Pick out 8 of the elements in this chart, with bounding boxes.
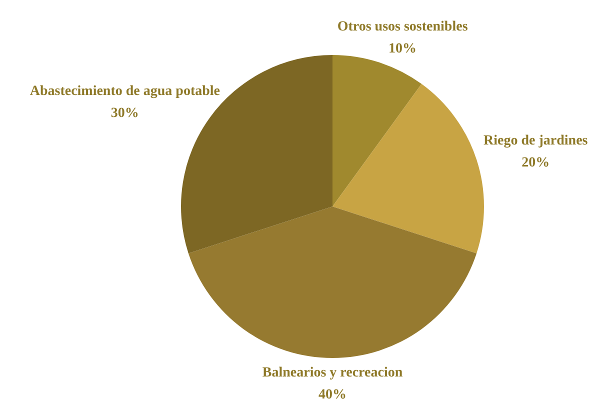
data-label: 30% bbox=[110, 106, 139, 121]
data-label: 40% bbox=[318, 388, 346, 403]
slice-label: Riego de jardines bbox=[484, 133, 588, 148]
slice-label: Otros usos sostenibles bbox=[337, 19, 468, 34]
slice-label: Balnearios y recreacion bbox=[262, 366, 403, 381]
data-label: 10% bbox=[388, 41, 417, 56]
slice-label: Abastecimiento de agua potable bbox=[30, 84, 220, 99]
data-label: 20% bbox=[522, 155, 550, 170]
